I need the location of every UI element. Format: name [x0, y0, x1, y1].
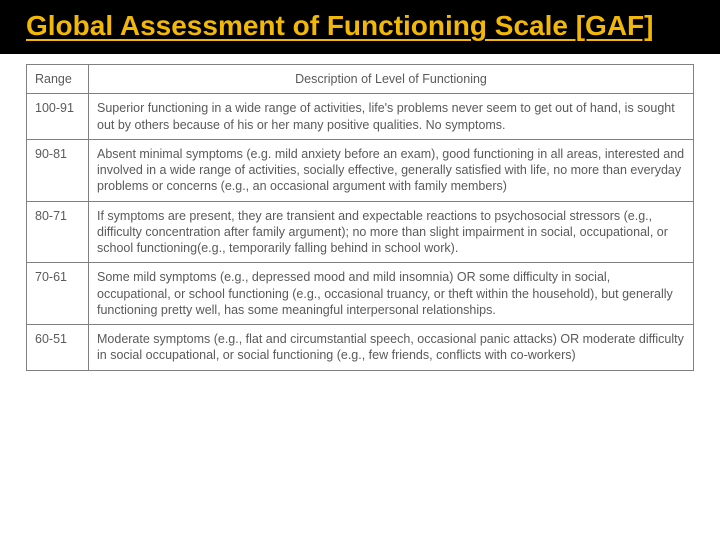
- table-container: Range Description of Level of Functionin…: [0, 54, 720, 371]
- desc-cell: Absent minimal symptoms (e.g. mild anxie…: [89, 139, 694, 201]
- desc-cell: Some mild symptoms (e.g., depressed mood…: [89, 263, 694, 325]
- range-cell: 90-81: [27, 139, 89, 201]
- table-row: 60-51 Moderate symptoms (e.g., flat and …: [27, 325, 694, 371]
- table-row: 100-91 Superior functioning in a wide ra…: [27, 94, 694, 140]
- col-header-range: Range: [27, 65, 89, 94]
- range-cell: 100-91: [27, 94, 89, 140]
- desc-cell: Superior functioning in a wide range of …: [89, 94, 694, 140]
- gaf-table: Range Description of Level of Functionin…: [26, 64, 694, 371]
- range-cell: 60-51: [27, 325, 89, 371]
- range-cell: 80-71: [27, 201, 89, 263]
- desc-cell: If symptoms are present, they are transi…: [89, 201, 694, 263]
- table-row: 90-81 Absent minimal symptoms (e.g. mild…: [27, 139, 694, 201]
- page-title: Global Assessment of Functioning Scale […: [26, 10, 700, 42]
- table-row: 70-61 Some mild symptoms (e.g., depresse…: [27, 263, 694, 325]
- table-row: 80-71 If symptoms are present, they are …: [27, 201, 694, 263]
- desc-cell: Moderate symptoms (e.g., flat and circum…: [89, 325, 694, 371]
- range-cell: 70-61: [27, 263, 89, 325]
- table-header-row: Range Description of Level of Functionin…: [27, 65, 694, 94]
- title-header: Global Assessment of Functioning Scale […: [0, 0, 720, 54]
- col-header-description: Description of Level of Functioning: [89, 65, 694, 94]
